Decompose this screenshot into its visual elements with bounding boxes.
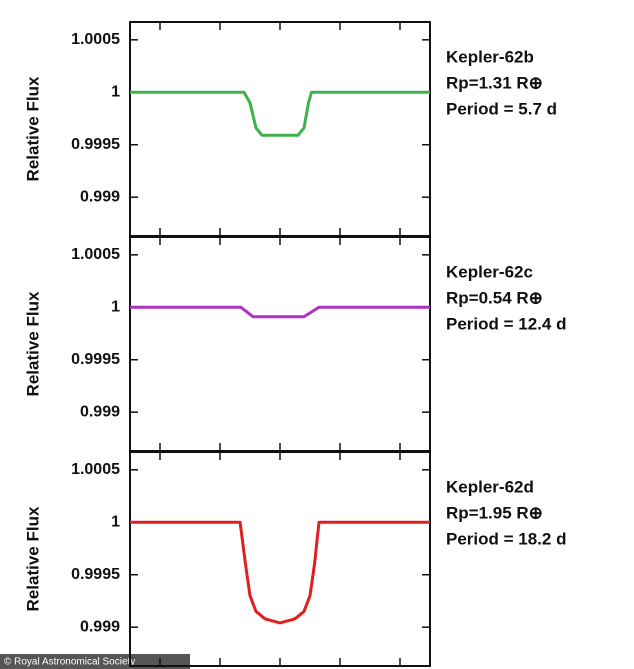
- annotation: Kepler-62b: [446, 47, 534, 66]
- y-tick-label: 0.9995: [71, 136, 120, 153]
- annotation: Period = 12.4 d: [446, 314, 566, 333]
- y-tick-label: 0.999: [80, 618, 120, 635]
- annotation: Rp=0.54 R⊕: [446, 288, 543, 307]
- annotation: Kepler-62c: [446, 262, 533, 281]
- y-axis-label: Relative Flux: [23, 506, 42, 611]
- y-tick-label: 0.999: [80, 403, 120, 420]
- model-curve: [130, 305, 430, 319]
- model-curve: [130, 520, 430, 625]
- annotation: Period = 18.2 d: [446, 529, 566, 548]
- y-tick-label: 1.0005: [71, 31, 120, 48]
- y-tick-label: 1.0005: [71, 461, 120, 478]
- panel-frame: [129, 451, 431, 667]
- annotation: Rp=1.31 R⊕: [446, 73, 543, 92]
- y-tick-label: 0.9995: [71, 566, 120, 583]
- annotation: Rp=1.95 R⊕: [446, 503, 543, 522]
- model-curve: [130, 90, 430, 137]
- panel-frame: [129, 236, 431, 452]
- panel-frame: [129, 21, 431, 237]
- annotation: Period = 5.7 d: [446, 99, 557, 118]
- credit: © Royal Astronomical Society: [4, 657, 135, 668]
- y-tick-label: 0.9995: [71, 351, 120, 368]
- y-tick-label: 1: [111, 84, 120, 101]
- annotation: Kepler-62d: [446, 477, 534, 496]
- y-tick-label: 1: [111, 299, 120, 316]
- y-axis-label: Relative Flux: [23, 76, 42, 181]
- y-tick-label: 1: [111, 514, 120, 531]
- y-axis-label: Relative Flux: [23, 291, 42, 396]
- y-tick-label: 1.0005: [71, 246, 120, 263]
- y-tick-label: 0.999: [80, 188, 120, 205]
